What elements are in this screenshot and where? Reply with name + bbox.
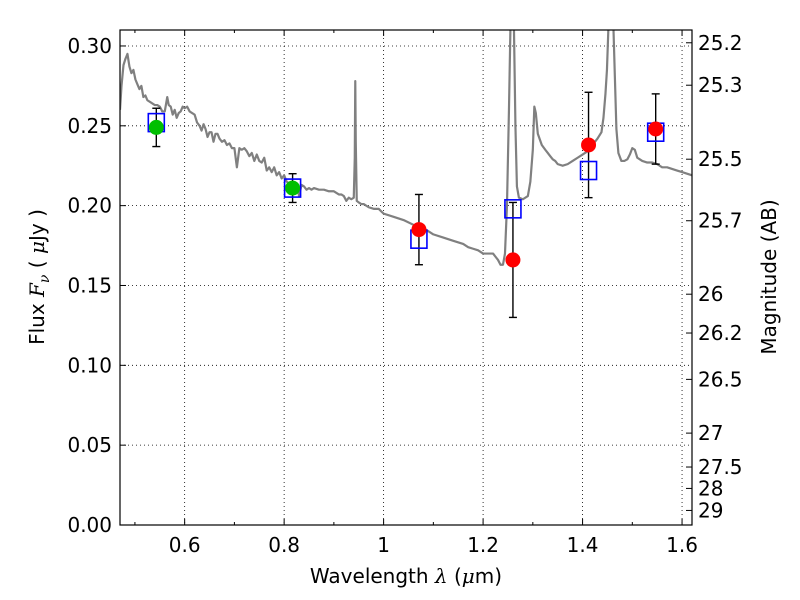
model-photometry-square xyxy=(283,178,302,198)
mag-tick-label: 26.5 xyxy=(698,367,743,391)
y-tick-label: 0.05 xyxy=(67,433,112,457)
observed-point xyxy=(505,252,521,268)
mag-tick-label: 27 xyxy=(698,421,723,445)
model-photometry-square xyxy=(579,160,598,181)
plot-area xyxy=(120,30,692,525)
plot-content xyxy=(120,30,692,319)
y-axis-label: Flux Fν ( μJy ) xyxy=(25,209,53,345)
mag-tick-label: 25.3 xyxy=(698,73,743,97)
y2-axis-label: Magnitude (AB) xyxy=(757,199,781,354)
observed-point xyxy=(148,119,164,135)
observed-point xyxy=(411,222,427,238)
y-tick-label: 0.15 xyxy=(67,273,112,297)
x-tick-label: 0.6 xyxy=(169,533,201,557)
observed-point xyxy=(581,137,597,153)
mag-tick-label: 25.7 xyxy=(698,209,743,233)
mag-tick-label: 25.5 xyxy=(698,147,743,171)
grid xyxy=(120,30,692,525)
x-tick-label: 1.2 xyxy=(467,533,499,557)
ticks: 0.6 0.8 1 1.2 1.4 1.6 0.00 0.05 0.10 0.15 0.20 0.25… xyxy=(67,30,743,557)
mag-tick-label: 25.2 xyxy=(698,31,743,55)
x-axis-label: Wavelength λ (μm) xyxy=(310,564,502,588)
y-tick-label: 0.00 xyxy=(67,513,112,537)
mag-tick-label: 29 xyxy=(698,498,723,522)
x-tick-label: 1.4 xyxy=(567,533,599,557)
plot-frame xyxy=(119,29,693,526)
y-tick-label: 0.25 xyxy=(67,114,112,138)
mag-tick-label: 26 xyxy=(698,282,723,306)
x-tick-label: 1 xyxy=(377,533,390,557)
model-photometry-square xyxy=(504,199,522,219)
y-tick-label: 0.30 xyxy=(67,34,112,58)
mag-tick-label: 26.2 xyxy=(698,321,743,345)
mag-tick-label: 28 xyxy=(698,476,723,500)
observed-point xyxy=(285,180,301,196)
x-tick-label: 0.8 xyxy=(268,533,300,557)
spectrum-line xyxy=(120,30,692,266)
y-tick-label: 0.10 xyxy=(67,353,112,377)
mag-tick-label: 27.5 xyxy=(698,455,743,479)
y-tick-label: 0.20 xyxy=(67,194,112,218)
x-tick-label: 1.6 xyxy=(666,533,698,557)
observed-point xyxy=(648,121,664,137)
